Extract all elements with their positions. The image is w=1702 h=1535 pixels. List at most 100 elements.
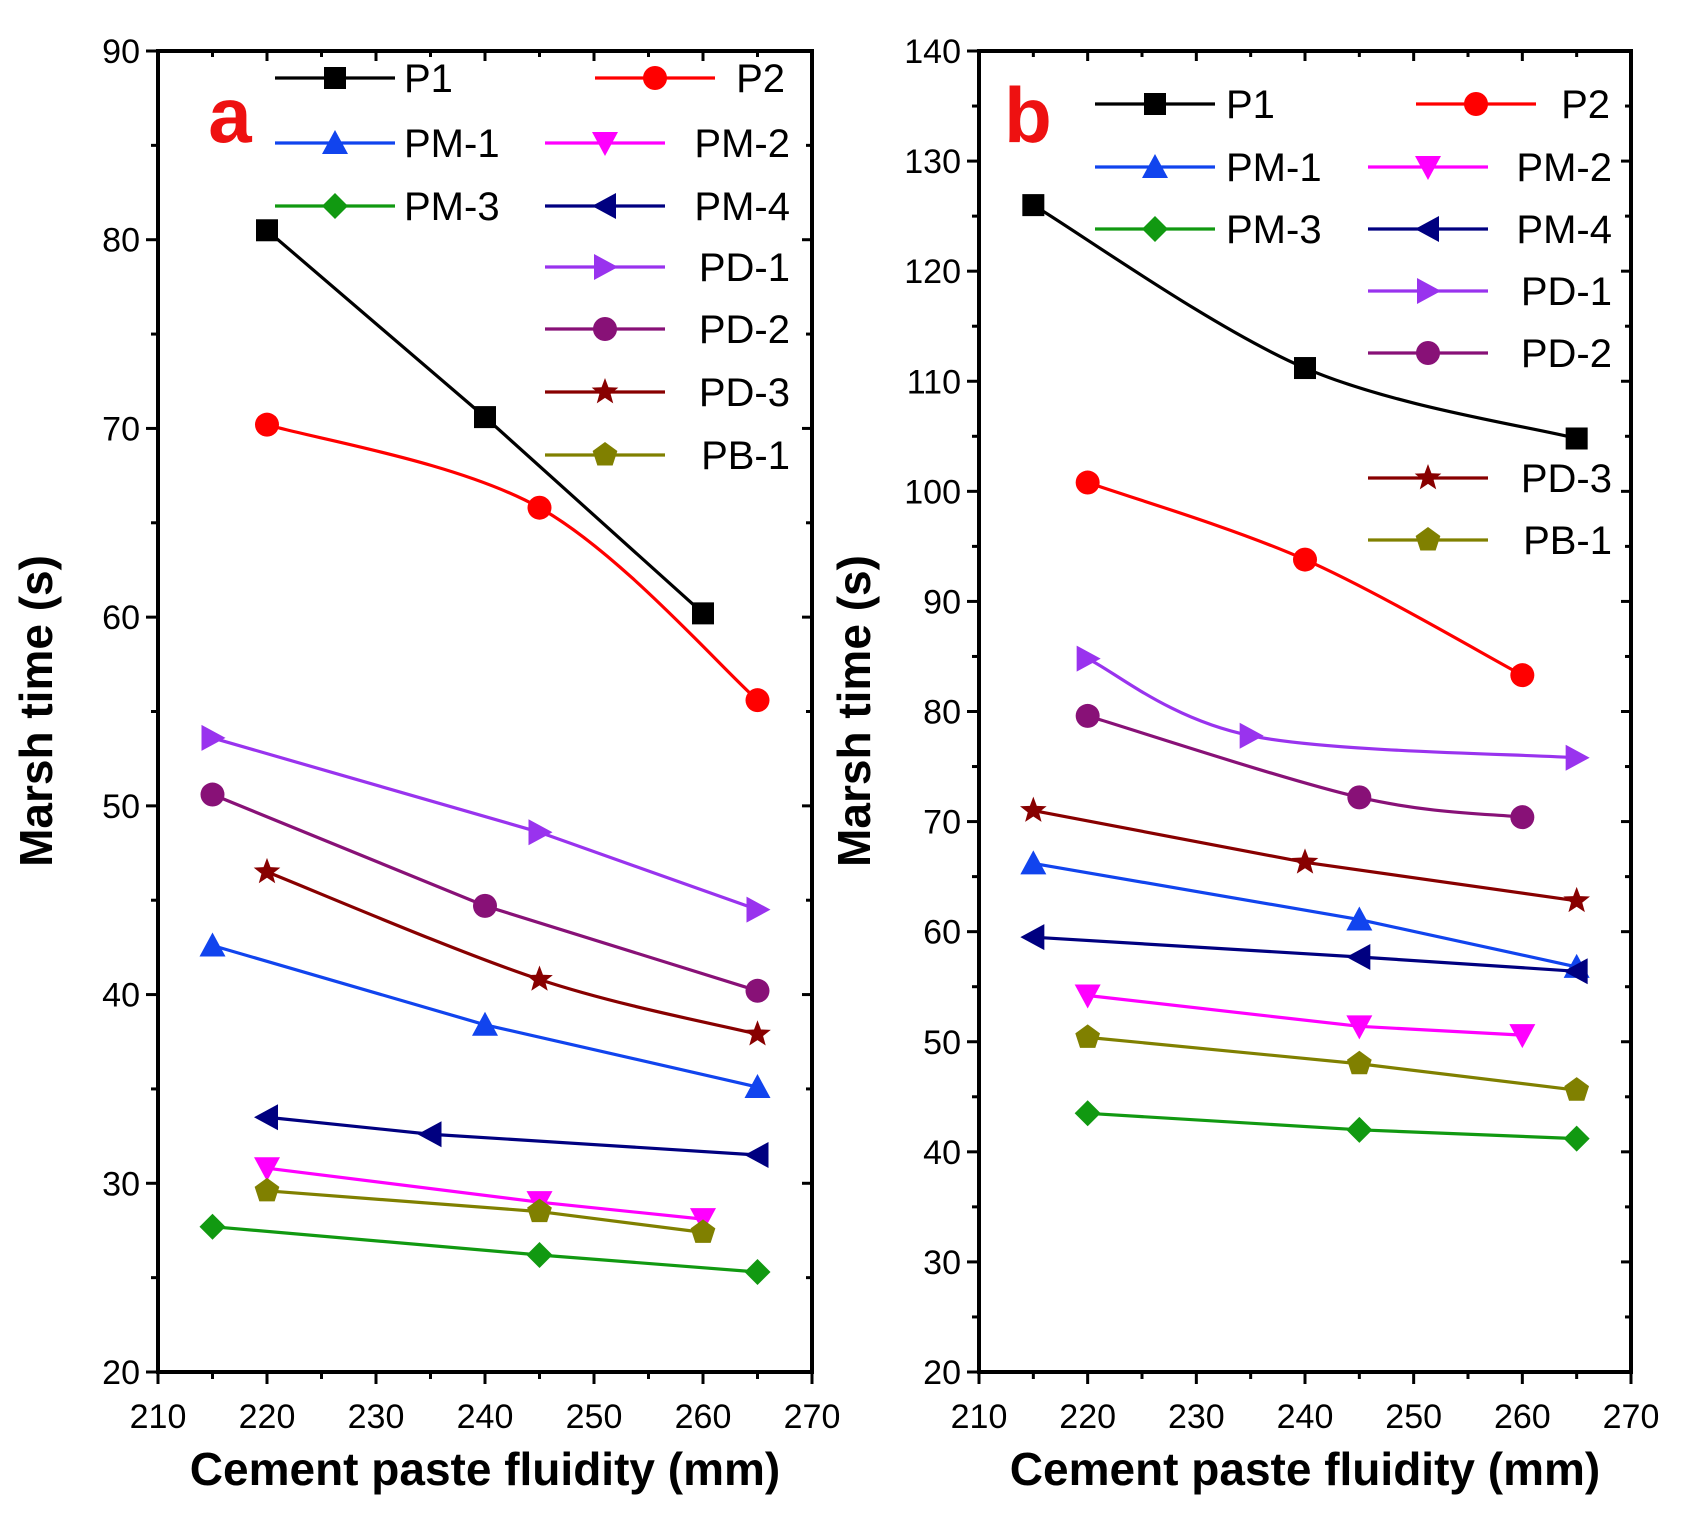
series-pm-4 bbox=[1020, 924, 1588, 985]
legend-label: PM-3 bbox=[404, 185, 500, 229]
series-line bbox=[266, 1166, 704, 1221]
series-pm-2 bbox=[1074, 984, 1536, 1049]
series-line bbox=[1033, 861, 1578, 969]
legend-label: PD-1 bbox=[699, 246, 790, 290]
chart-panel-a: 210 220 230 240 250 260 270 20 30 40 50 60 70 80 90 Cem… bbox=[10, 33, 840, 1495]
legend-item-pm-3: PM-3 bbox=[275, 185, 500, 229]
data-point-marker bbox=[1346, 1015, 1373, 1040]
series-line bbox=[266, 423, 759, 702]
x-tick-label: 250 bbox=[566, 1398, 623, 1436]
data-point-marker bbox=[1564, 1077, 1590, 1101]
y-tick-label: 50 bbox=[102, 788, 140, 826]
data-point-marker bbox=[1563, 886, 1590, 913]
series-line bbox=[212, 1225, 758, 1274]
legend-item-pd-3: PD-3 bbox=[545, 371, 790, 415]
x-tick-label: 230 bbox=[1168, 1398, 1225, 1436]
y-tick-label: 70 bbox=[102, 410, 140, 448]
legend-item-pb-1: PB-1 bbox=[545, 434, 790, 478]
y-tick-label: 90 bbox=[923, 583, 961, 621]
data-point-marker bbox=[254, 1177, 280, 1202]
legend-item-pm-2: PM-2 bbox=[545, 122, 790, 166]
data-point-marker bbox=[417, 1121, 442, 1148]
series-pd-2 bbox=[200, 782, 770, 1003]
legend-item-p2: P2 bbox=[1416, 83, 1610, 127]
legend-label: PD-3 bbox=[1521, 457, 1612, 501]
legend-marker bbox=[1144, 93, 1166, 115]
legend-label: PD-2 bbox=[1521, 332, 1612, 376]
legend-marker bbox=[592, 442, 618, 466]
legend-item-pb-1: PB-1 bbox=[1368, 519, 1612, 563]
legend-label: PM-4 bbox=[1516, 208, 1612, 252]
legend-label: PM-2 bbox=[1516, 146, 1612, 190]
legend-label: PM-3 bbox=[1226, 208, 1322, 252]
data-point-marker bbox=[526, 965, 553, 991]
legend-marker bbox=[1415, 216, 1439, 242]
series-pd-2 bbox=[1075, 703, 1535, 830]
x-axis-title: Cement paste fluidity (mm) bbox=[190, 1443, 780, 1495]
legend-marker bbox=[591, 378, 619, 404]
x-tick-label: 220 bbox=[1059, 1398, 1116, 1436]
series-pm-1 bbox=[1020, 850, 1590, 978]
legend-label: PM-1 bbox=[404, 122, 500, 166]
series-line bbox=[1087, 1035, 1577, 1092]
legend-label: PD-3 bbox=[699, 371, 790, 415]
data-point-marker bbox=[1346, 906, 1373, 931]
x-tick-label: 240 bbox=[1277, 1398, 1334, 1436]
y-tick-label: 20 bbox=[923, 1354, 961, 1392]
y-tick-label: 60 bbox=[102, 599, 140, 637]
y-tick-label: 120 bbox=[904, 253, 961, 291]
series-line bbox=[266, 1115, 758, 1157]
y-tick-label: 80 bbox=[923, 694, 961, 732]
legend-marker bbox=[324, 67, 346, 89]
y-tick-label: 140 bbox=[904, 33, 961, 71]
data-point-marker bbox=[472, 1011, 498, 1036]
x-tick-label: 210 bbox=[130, 1398, 187, 1436]
y-tick-label: 40 bbox=[102, 977, 140, 1015]
series-pm-3 bbox=[199, 1213, 771, 1285]
series-line bbox=[1087, 993, 1523, 1037]
data-point-marker bbox=[1020, 796, 1047, 822]
data-point-marker bbox=[474, 406, 496, 429]
series-p1 bbox=[1022, 194, 1588, 450]
data-point-marker bbox=[526, 1241, 553, 1268]
panel-label: b bbox=[1004, 71, 1052, 159]
y-tick-label: 30 bbox=[923, 1244, 961, 1282]
legend-item-p2: P2 bbox=[595, 57, 785, 101]
data-point-marker bbox=[253, 857, 281, 884]
data-point-marker bbox=[1347, 785, 1372, 810]
legend-item-pm-3: PM-3 bbox=[1095, 208, 1322, 252]
legend-label: P2 bbox=[736, 57, 785, 101]
x-tick-label: 230 bbox=[348, 1398, 405, 1436]
data-point-marker bbox=[1346, 1116, 1373, 1143]
data-point-marker bbox=[199, 932, 226, 957]
legend-label: PB-1 bbox=[701, 434, 790, 478]
y-tick-label: 40 bbox=[923, 1134, 961, 1172]
legend-marker bbox=[1415, 156, 1441, 180]
legend-label: P1 bbox=[1226, 83, 1275, 127]
y-tick-label: 100 bbox=[904, 473, 961, 511]
series-p1 bbox=[256, 219, 714, 625]
legend-item-pd-3: PD-3 bbox=[1368, 457, 1612, 501]
data-point-marker bbox=[254, 1157, 280, 1182]
panel-label: a bbox=[208, 71, 252, 159]
legend-marker bbox=[643, 66, 667, 90]
data-point-marker bbox=[1346, 1050, 1372, 1075]
legend-marker bbox=[594, 254, 618, 280]
data-point-marker bbox=[744, 1020, 771, 1046]
series-line bbox=[266, 870, 758, 1036]
legend-marker bbox=[1416, 341, 1440, 365]
x-tick-label: 250 bbox=[1385, 1398, 1442, 1436]
data-point-marker bbox=[1075, 703, 1100, 728]
legend-item-pd-1: PD-1 bbox=[1368, 270, 1612, 314]
series-pd-1 bbox=[201, 724, 771, 923]
series-pm-1 bbox=[199, 932, 771, 1099]
series-line bbox=[1086, 657, 1577, 760]
legend-item-pd-1: PD-1 bbox=[545, 246, 790, 290]
series-line bbox=[1087, 714, 1523, 819]
legend-marker bbox=[1142, 216, 1168, 242]
data-point-marker bbox=[1294, 357, 1316, 380]
series-p2 bbox=[255, 412, 770, 713]
y-tick-label: 20 bbox=[102, 1354, 140, 1392]
x-tick-label: 260 bbox=[675, 1398, 732, 1436]
